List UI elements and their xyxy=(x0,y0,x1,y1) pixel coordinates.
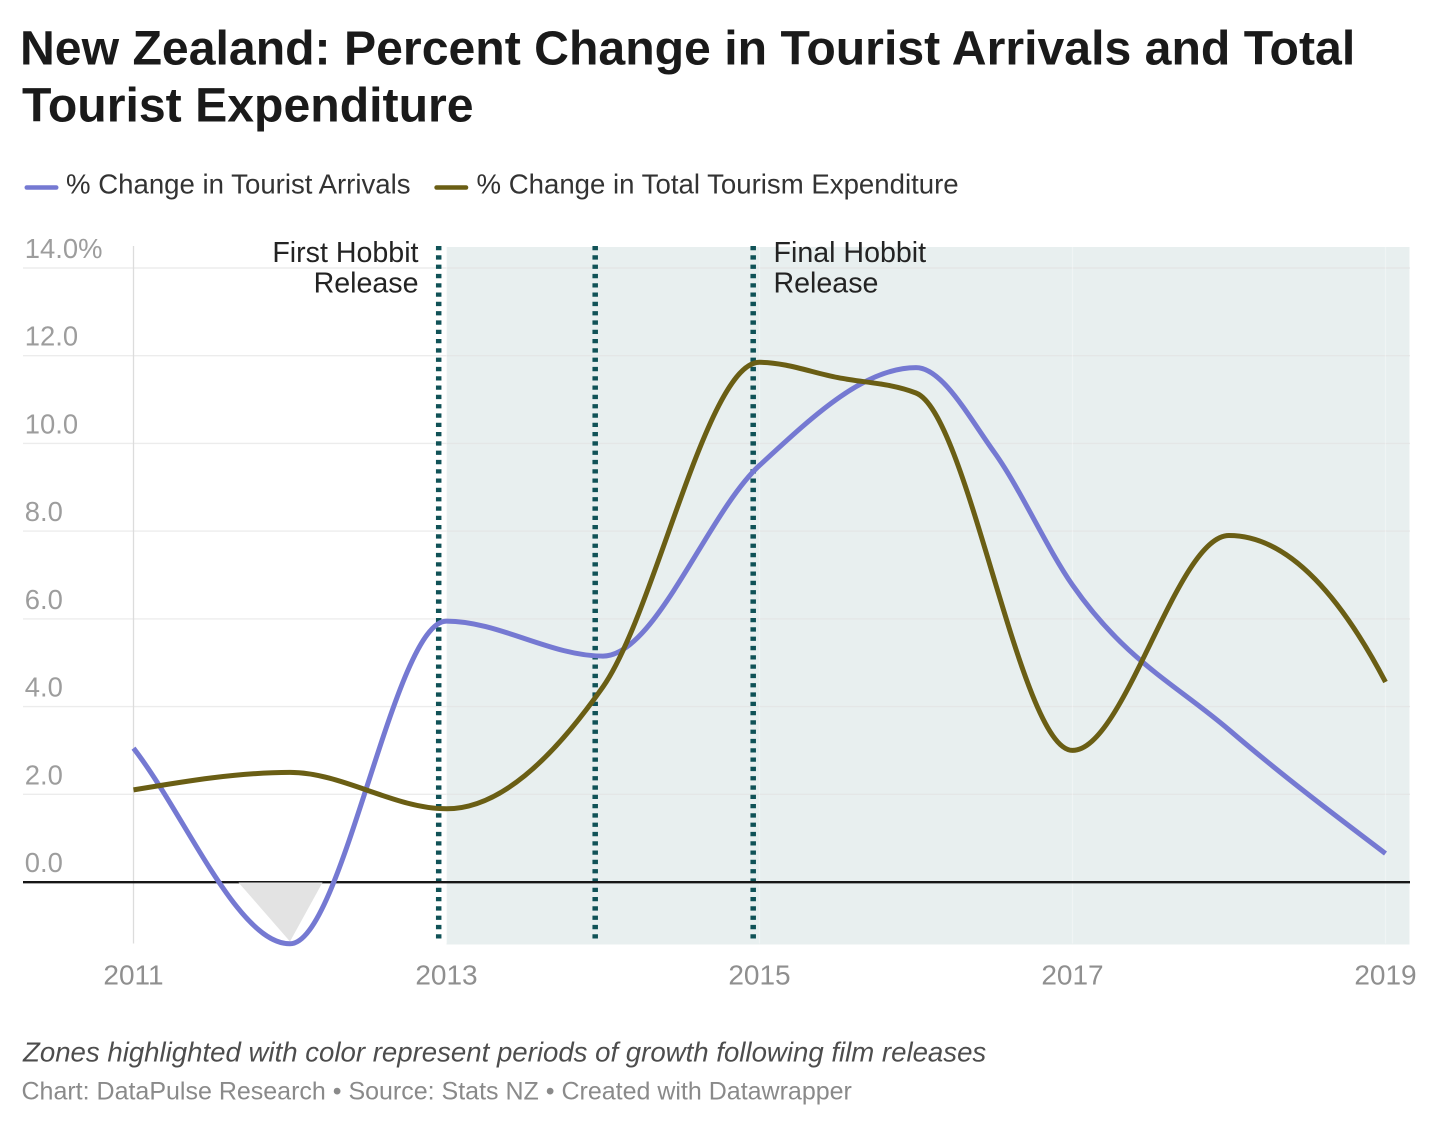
svg-text:2011: 2011 xyxy=(103,960,163,991)
svg-text:14.0%: 14.0% xyxy=(25,233,103,264)
svg-text:10.0: 10.0 xyxy=(25,408,78,439)
svg-text:2015: 2015 xyxy=(728,960,790,991)
svg-text:Final Hobbit: Final Hobbit xyxy=(774,237,927,269)
svg-text:Tourist Expenditure: Tourist Expenditure xyxy=(22,79,474,133)
svg-text:New Zealand: Percent Change in: New Zealand: Percent Change in Tourist A… xyxy=(20,22,1355,76)
svg-text:0.0: 0.0 xyxy=(25,847,63,878)
svg-text:2.0: 2.0 xyxy=(25,759,63,790)
svg-text:Release: Release xyxy=(314,268,419,300)
svg-text:% Change in Tourist Arrivals: % Change in Tourist Arrivals xyxy=(66,169,411,200)
svg-text:2017: 2017 xyxy=(1041,960,1103,991)
svg-text:First Hobbit: First Hobbit xyxy=(272,237,418,269)
svg-text:Zones highlighted with color r: Zones highlighted with color represent p… xyxy=(22,1037,986,1068)
svg-text:6.0: 6.0 xyxy=(25,584,63,615)
svg-text:4.0: 4.0 xyxy=(25,672,63,703)
svg-text:12.0: 12.0 xyxy=(25,321,78,352)
svg-text:Release: Release xyxy=(774,268,879,300)
svg-text:2013: 2013 xyxy=(415,960,477,991)
svg-text:% Change in Total Tourism Expe: % Change in Total Tourism Expenditure xyxy=(477,169,959,200)
svg-text:Chart: DataPulse Research • So: Chart: DataPulse Research • Source: Stat… xyxy=(22,1077,852,1105)
svg-text:8.0: 8.0 xyxy=(25,496,63,527)
svg-text:2019: 2019 xyxy=(1354,960,1416,991)
